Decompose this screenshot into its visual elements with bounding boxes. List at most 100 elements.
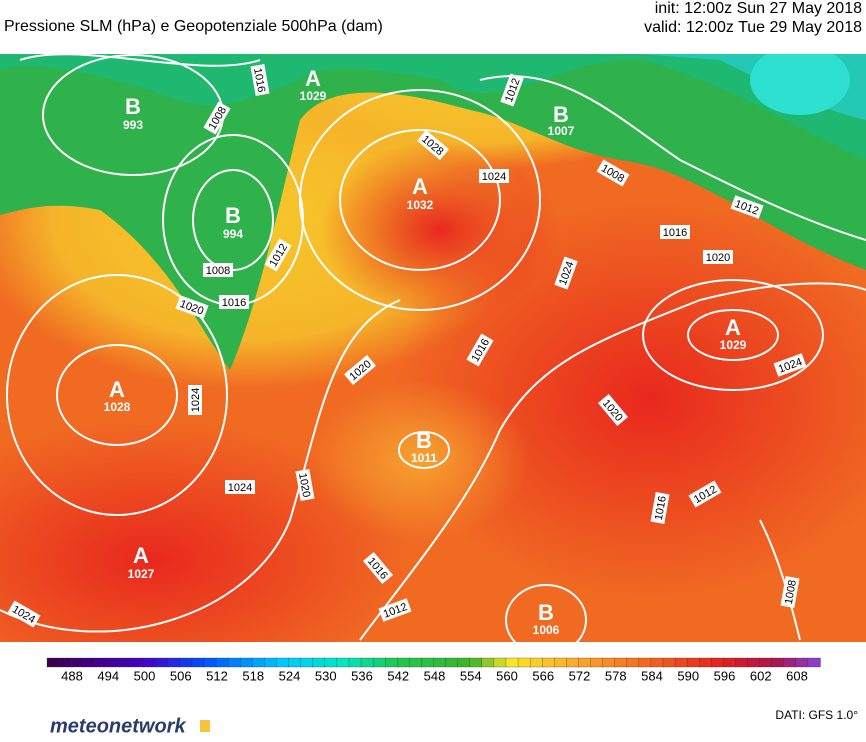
isobar-label: 1016	[250, 64, 270, 96]
colorbar-segment	[662, 657, 676, 668]
colorbar-segment	[529, 657, 543, 668]
colorbar-segment	[759, 657, 773, 668]
colorbar-segment	[638, 657, 652, 668]
colorbar-segment	[711, 657, 725, 668]
colorbar-segment	[517, 657, 531, 668]
isobar-label: 1020	[295, 469, 315, 501]
valid-time: valid: 12:00z Tue 29 May 2018	[644, 19, 862, 36]
center-letter: A	[133, 543, 149, 568]
center-value: 1029	[720, 338, 747, 352]
colorbar-segment	[674, 657, 688, 668]
colorbar-segment	[203, 657, 217, 668]
colorbar-segment	[650, 657, 664, 668]
isobar-label-text: 1016	[251, 67, 267, 93]
colorbar-segment	[699, 657, 712, 668]
colorbar-segment	[505, 657, 519, 668]
isobar-label: 1024	[225, 480, 255, 494]
colorbar-segment	[95, 657, 109, 668]
colorbar-tick-label: 554	[460, 668, 482, 683]
isobar-label-bg	[660, 225, 690, 239]
isobar-label-bg	[780, 576, 800, 608]
colorbar-segment	[783, 657, 797, 668]
isobar-label-text: 1024	[190, 388, 202, 412]
isobar-label-bg	[479, 169, 509, 183]
center-value: 994	[223, 227, 243, 241]
colorbar-segment	[723, 657, 737, 668]
colorbar-segment	[747, 657, 761, 668]
colorbar-segment	[602, 657, 616, 668]
colorbar-segment	[481, 657, 495, 668]
colorbar-tick-label: 518	[242, 668, 264, 683]
center-letter: B	[225, 203, 241, 228]
isobar-label: 1016	[219, 295, 249, 309]
colorbar-segment	[397, 657, 410, 668]
colorbar-tick-label: 608	[786, 668, 808, 683]
colorbar-segment	[554, 657, 568, 668]
colorbar-segment	[215, 657, 229, 668]
colorbar-segment	[493, 657, 507, 668]
colorbar-tick-label: 530	[315, 668, 337, 683]
colorbar-segment	[143, 657, 157, 668]
colorbar-segment	[119, 657, 133, 668]
colorbar-segment	[735, 657, 749, 668]
isobars	[0, 54, 866, 642]
colorbar-segment	[372, 657, 386, 668]
colorbar-tick-label: 542	[387, 668, 409, 683]
colorbar-segment	[385, 657, 398, 668]
colorbar-segment	[46, 657, 60, 668]
colorbar-segment	[155, 657, 169, 668]
isobar-label-bg	[7, 600, 41, 628]
isobar-label: 1008	[780, 576, 800, 608]
colorbar-segment	[131, 657, 145, 668]
colorbar-segment	[288, 657, 302, 668]
isobar-label-text: 1008	[206, 265, 230, 277]
isobar-label-bg	[295, 469, 315, 501]
colorbar-segment	[107, 657, 121, 668]
colorbar-tick-label: 578	[605, 668, 627, 683]
isobar-label-bg	[362, 552, 394, 584]
isobar-label: 1024	[479, 169, 509, 183]
colorbar-segment	[807, 657, 821, 668]
colorbar-segment	[542, 657, 555, 668]
center-letter: A	[109, 377, 125, 402]
isobar-label-bg	[773, 353, 807, 377]
colorbar-segment	[421, 657, 435, 668]
center-letter: B	[125, 94, 141, 119]
brand-mark	[200, 720, 210, 732]
colorbar-segment	[686, 657, 700, 668]
colorbar-segment	[58, 657, 72, 668]
colorbar-segment	[626, 657, 640, 668]
center-letter: B	[538, 600, 554, 625]
isobar-label-text: 1024	[482, 171, 506, 183]
isobar-label: 1020	[703, 250, 733, 264]
isobar-label-bg	[250, 64, 270, 96]
isobar-label-bg	[688, 480, 722, 508]
colorbar-segment	[578, 657, 592, 668]
colorbar-segment	[795, 657, 809, 668]
data-source: DATI: GFS 1.0°	[775, 708, 858, 722]
colorbar-segment	[179, 657, 193, 668]
center-value: 1029	[300, 89, 327, 103]
isobar-label-text: 1016	[653, 495, 669, 521]
center-letter: A	[305, 66, 321, 91]
center-letter: B	[553, 102, 569, 127]
map: B 993 B 994 A 1029 A 1032 B 1007 A 1029 …	[0, 54, 866, 642]
colorbar-segment	[348, 657, 362, 668]
colorbar-tick-label: 560	[496, 668, 518, 683]
isobar-label-bg	[203, 263, 233, 277]
isobar-label-text: 1020	[706, 252, 730, 264]
isobar-label-bg	[597, 394, 629, 426]
colorbar-tick-label: 512	[206, 668, 228, 683]
colorbar-ticks: 488 494 500 506 512 518 524 530 536 542 548 554 560 5…	[61, 668, 808, 683]
colorbar-segment	[252, 657, 266, 668]
isobar-label: 1016	[660, 225, 690, 239]
colorbar-tick-label: 602	[750, 668, 772, 683]
isobar-label: 1008	[203, 263, 233, 277]
colorbar-segment	[228, 657, 241, 668]
colorbar-segment	[300, 657, 314, 668]
colorbar-segment	[324, 657, 338, 668]
isobar-label-bg	[188, 385, 202, 415]
colorbar-tick-label: 494	[97, 668, 119, 683]
colorbar-segment	[433, 657, 447, 668]
isobar-label-bg	[500, 73, 524, 107]
